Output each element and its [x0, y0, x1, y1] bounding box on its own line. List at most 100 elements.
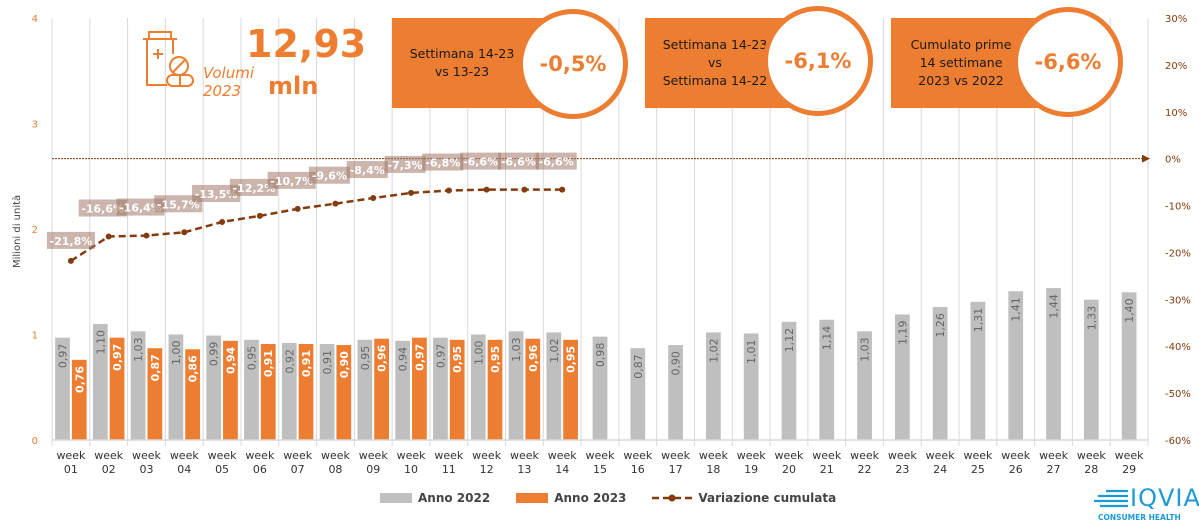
cumulative-point — [67, 257, 74, 264]
x-tick-label: 07 — [291, 463, 305, 476]
y2-tick-label: 10% — [1165, 108, 1187, 119]
cumulative-point — [294, 205, 301, 212]
x-tick-label: week — [699, 449, 729, 462]
bar-2022 — [857, 331, 872, 440]
bar-2023-label: 0,94 — [224, 346, 237, 373]
cumulative-label: -13,5% — [195, 188, 238, 201]
bar-2022 — [706, 332, 721, 440]
cumulative-point — [143, 232, 150, 239]
zero-reference-line — [52, 154, 1150, 163]
bar-2022 — [470, 334, 486, 440]
bar-2022 — [206, 335, 222, 440]
bar-2022 — [630, 348, 646, 440]
x-tick-label: week — [94, 449, 124, 462]
bar-2023-label: 0,76 — [73, 365, 86, 392]
bar-2022 — [1046, 288, 1061, 440]
x-tick-label: 25 — [971, 463, 985, 476]
legend-item-variazione-cumulata: Variazione cumulata — [652, 491, 836, 505]
bar-2023-label: 0,86 — [187, 355, 200, 382]
cumulative-label: -7,3% — [387, 159, 422, 172]
x-tick-label: 28 — [1084, 463, 1098, 476]
bar-2023-label: 0,91 — [300, 350, 313, 377]
bar-2022-label: 0,87 — [632, 354, 645, 379]
x-tick-label: 06 — [253, 463, 267, 476]
bar-2023-label: 0,97 — [111, 344, 124, 371]
x-tick-label: week — [1077, 449, 1107, 462]
bar-2022-label: 1,14 — [821, 326, 834, 351]
x-tick-label: 04 — [177, 463, 191, 476]
bar-2022 — [668, 345, 683, 440]
legend-item-anno-2023: Anno 2023 — [516, 491, 626, 505]
series-anno-2022: 0,97 1,10 1,03 1,00 0,99 0,95 0,92 0,91 0,95 0,94… — [55, 288, 1137, 440]
bar-2022-label: 1,10 — [94, 330, 107, 355]
cumulative-label-box — [154, 195, 203, 213]
cumulative-label: -16,6% — [81, 203, 124, 216]
cumulative-point — [370, 195, 377, 202]
bar-2022-label: 0,92 — [283, 349, 296, 374]
bar-2022 — [932, 307, 948, 440]
bar-2022 — [592, 336, 608, 440]
bar-2023 — [336, 345, 352, 440]
bar-2023 — [563, 339, 578, 440]
x-tick-label: 10 — [404, 463, 418, 476]
x-tick-label: 29 — [1122, 463, 1136, 476]
cumulative-point — [181, 229, 188, 236]
cumulative-label: -9,6% — [312, 170, 347, 183]
bar-2023 — [525, 338, 541, 440]
x-tick-label: week — [132, 449, 162, 462]
bar-2022 — [819, 319, 835, 440]
x-tick-label: 12 — [480, 463, 494, 476]
cumulative-label-box — [229, 178, 278, 196]
y2-tick-label: -20% — [1165, 248, 1191, 259]
x-tick-label: week — [208, 449, 238, 462]
callout-text: Settimana 14-23 — [662, 37, 768, 52]
legend-dashed-line-marker-icon — [652, 494, 693, 502]
bar-2022 — [395, 340, 411, 440]
callout-value-cumulative: -6,6% — [1013, 7, 1123, 117]
cumulative-label-box — [497, 152, 539, 170]
cumulative-point — [521, 186, 528, 193]
series-anno-2023: 0,76 0,97 0,87 0,86 0,94 0,91 0,91 0,90 0,96 0,97… — [71, 337, 578, 440]
brand-name: IQVIA — [1130, 484, 1199, 512]
cumulative-label-box — [192, 184, 241, 202]
bar-2023 — [449, 339, 465, 440]
callout-text: Settimana 14-22 — [662, 73, 768, 88]
bar-2022-label: 0,97 — [434, 344, 447, 369]
bar-2022-label: 0,98 — [594, 343, 607, 368]
x-tick-label: 27 — [1047, 463, 1061, 476]
x-tick-label: week — [321, 449, 351, 462]
cumulative-label: -6,6% — [501, 156, 536, 169]
bar-2022-label: 1,00 — [170, 341, 183, 366]
chart-legend: Anno 2022 Anno 2023 Variazione cumulata — [380, 491, 862, 505]
bar-2022-label: 1,41 — [1010, 297, 1023, 322]
bar-2023-label: 0,90 — [338, 351, 351, 378]
bar-2023 — [487, 339, 503, 440]
x-tick-label: 17 — [669, 463, 683, 476]
x-tick-label: week — [926, 449, 956, 462]
x-tick-label: week — [737, 449, 767, 462]
cumulative-label-box — [384, 155, 426, 173]
cumulative-label: -6,6% — [463, 156, 498, 169]
bar-2022-label: 1,33 — [1085, 306, 1098, 331]
x-tick-label: week — [1001, 449, 1031, 462]
bar-2022-label: 0,99 — [208, 342, 221, 367]
x-tick-label: 09 — [366, 463, 380, 476]
x-tick-label: week — [888, 449, 918, 462]
cumulative-label-box — [535, 152, 577, 170]
x-tick-label: week — [283, 449, 313, 462]
bar-2022 — [1121, 292, 1137, 440]
x-tick-label: 02 — [102, 463, 116, 476]
x-tick-label: 20 — [782, 463, 796, 476]
bar-2022 — [546, 332, 562, 440]
series-variazione-cumulata: -21,8% -16,6%-16,4%-15,7%-13,5%-12,2%-10,… — [46, 152, 577, 264]
cumulative-label: -6,6% — [539, 156, 574, 169]
y-tick-label: 4 — [32, 14, 38, 25]
x-tick-label: 14 — [555, 463, 569, 476]
volume-label: Volumi 2023 — [203, 64, 254, 100]
callout-text: 14 settimane — [919, 55, 1003, 70]
bar-2022-label: 1,26 — [934, 313, 947, 338]
bar-2022 — [433, 337, 448, 440]
axes: 0 1 2 3 4 30% 20% 10% 0% -10% -20% -30% -40% -50% -60% — [32, 14, 1191, 447]
bar-2022-label: 0,91 — [321, 350, 334, 375]
